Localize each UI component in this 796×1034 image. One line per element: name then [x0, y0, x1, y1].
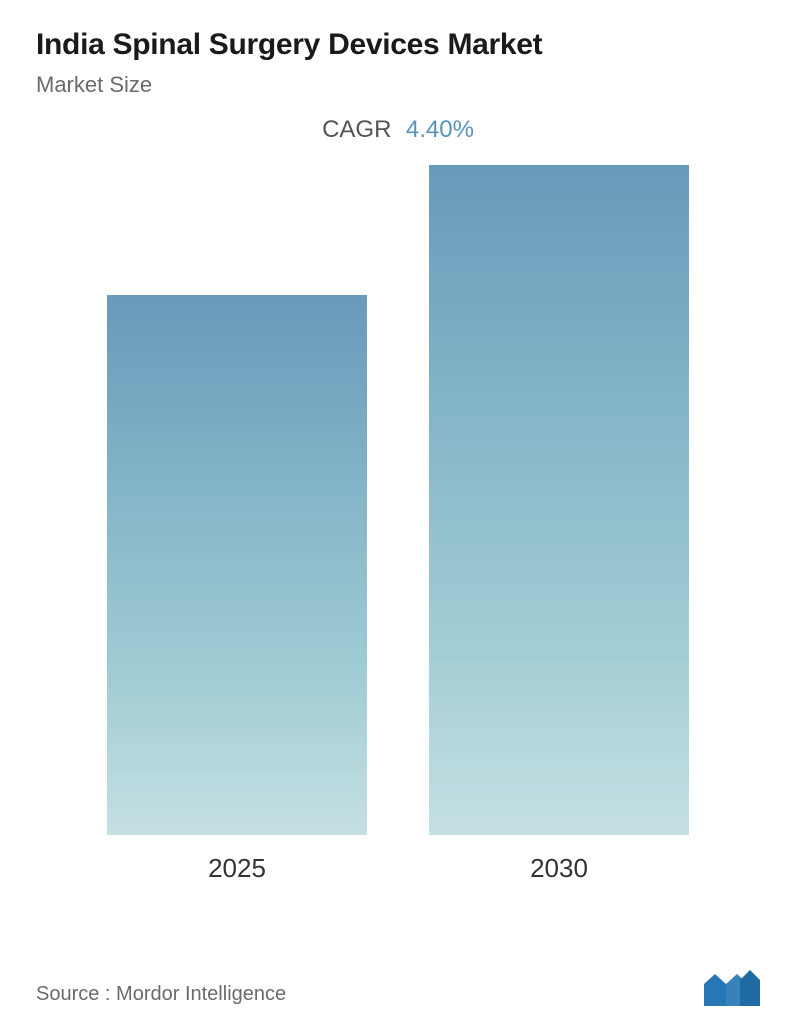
- bar-group-2025: 2025: [107, 295, 367, 884]
- page-title: India Spinal Surgery Devices Market: [36, 28, 760, 62]
- cagr-label: CAGR: [322, 116, 391, 143]
- bar-2030: [429, 165, 689, 835]
- footer: Source : Mordor Intelligence: [36, 966, 760, 1006]
- bar-label-2025: 2025: [208, 853, 266, 884]
- bar-2025: [107, 295, 367, 835]
- bar-group-2030: 2030: [429, 165, 689, 884]
- page-subtitle: Market Size: [36, 72, 760, 98]
- cagr-block: CAGR 4.40%: [36, 116, 760, 144]
- bar-chart: 2025 2030: [36, 184, 760, 884]
- logo-shape-m-left: [704, 974, 726, 1006]
- bar-label-2030: 2030: [530, 853, 588, 884]
- source-text: Source : Mordor Intelligence: [36, 983, 286, 1006]
- brand-logo: [704, 966, 760, 1006]
- cagr-value: 4.40%: [406, 116, 474, 143]
- logo-shape-n: [740, 970, 760, 1006]
